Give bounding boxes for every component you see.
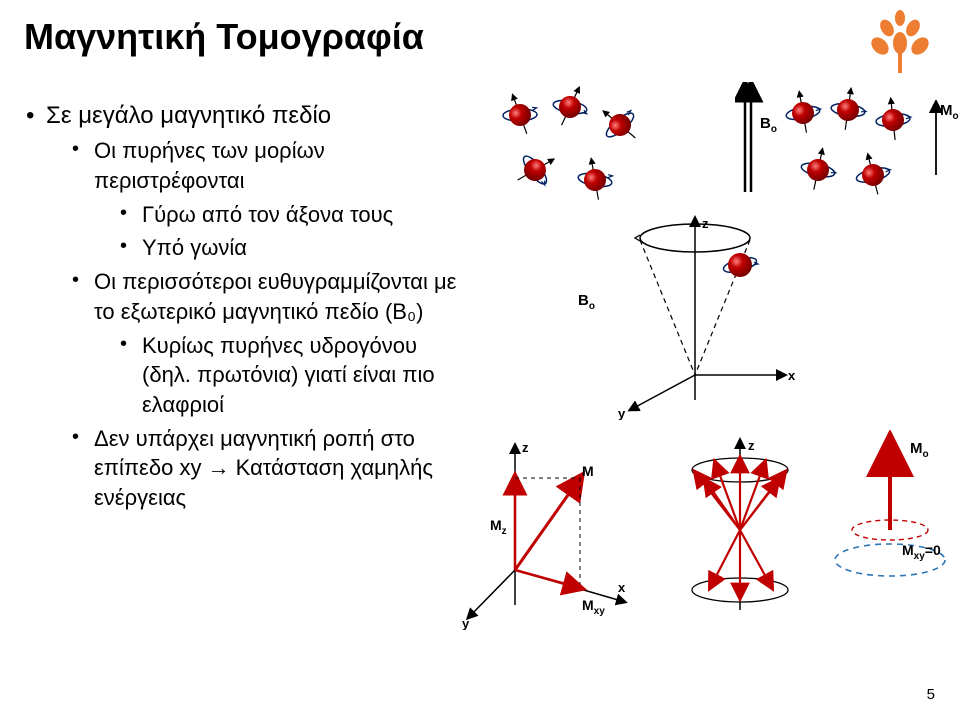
bullet-lvl3: Γύρω από τον άξονα τους bbox=[120, 200, 470, 230]
bullet-lvl3: Υπό γωνία bbox=[120, 233, 470, 263]
content-text: Σε μεγάλο μαγνητικό πεδίο Οι πυρήνες των… bbox=[0, 100, 470, 521]
label-text: M bbox=[910, 440, 923, 457]
diagram-random-spins bbox=[490, 85, 655, 215]
diagram-Bo-arrow bbox=[735, 82, 775, 202]
bullet-lvl2: Δεν υπάρχει μαγνητική ροπή στο επίπεδο x… bbox=[72, 424, 470, 513]
page-title: Μαγνητική Τομογραφία bbox=[24, 16, 424, 58]
svg-text:M: M bbox=[582, 463, 594, 479]
label-sub: o bbox=[771, 124, 777, 135]
svg-text:z: z bbox=[748, 438, 755, 453]
label-sub: xy bbox=[914, 551, 925, 562]
svg-text:z: z bbox=[522, 440, 529, 455]
bullet-text: Δεν υπάρχει μαγνητική ροπή στο επίπεδο x… bbox=[94, 426, 433, 510]
slide: Μαγνητική Τομογραφία Σε μεγάλο μαγνητικό… bbox=[0, 0, 959, 713]
label-text: =0 bbox=[925, 542, 941, 558]
bullet-text: Οι πυρήνες των μορίων περιστρέφονται bbox=[94, 138, 325, 193]
svg-text:y: y bbox=[618, 406, 626, 420]
label-Mo-top: Mo bbox=[940, 102, 959, 122]
bullet-lvl2: Οι πυρήνες των μορίων περιστρέφονται Γύρ… bbox=[72, 136, 470, 263]
label-sub: o bbox=[923, 449, 929, 460]
label-sub: o bbox=[953, 111, 959, 122]
label-text: M bbox=[902, 542, 914, 558]
diagram-precession: z x y bbox=[590, 210, 800, 425]
label-Bo: Bo bbox=[760, 115, 777, 135]
label-text: M bbox=[940, 102, 953, 119]
label-text: B bbox=[578, 292, 589, 309]
logo bbox=[865, 8, 935, 83]
svg-text:x: x bbox=[788, 368, 796, 383]
label-Bo-precession: Bo bbox=[578, 292, 595, 312]
bullet-text: Γύρω από τον άξονα τους bbox=[142, 202, 393, 227]
bullet-lvl2: Οι περισσότεροι ευθυγραμμίζονται με το ε… bbox=[72, 267, 470, 419]
bullet-text: Κυρίως πυρήνες υδρογόνου (δηλ. πρωτόνια)… bbox=[142, 333, 435, 417]
svg-text:Mz: Mz bbox=[490, 517, 507, 537]
slide-number: 5 bbox=[927, 686, 935, 703]
bullet-text: Οι περισσότεροι ευθυγραμμίζονται με το ε… bbox=[94, 269, 456, 324]
bullet-text: Σε μεγάλο μαγνητικό πεδίο bbox=[46, 102, 331, 129]
diagram-net-magnetisation: z bbox=[660, 430, 820, 635]
label-Mo-bottom: Mo bbox=[910, 440, 929, 460]
leaf-logo-icon bbox=[865, 8, 935, 78]
svg-text:Mxy: Mxy bbox=[582, 597, 605, 617]
svg-text:x: x bbox=[618, 580, 626, 595]
label-Mxy-zero: Mxy=0 bbox=[902, 542, 941, 562]
diagram-aligned-spins bbox=[778, 85, 928, 215]
diagram-m-decomposition: z y x M Mz Mxy bbox=[460, 430, 660, 635]
label-text: B bbox=[760, 115, 771, 132]
bullet-lvl3: Κυρίως πυρήνες υδρογόνου (δηλ. πρωτόνια)… bbox=[120, 331, 470, 420]
diagram-mxy-zero bbox=[825, 430, 955, 635]
label-sub: o bbox=[589, 301, 595, 312]
bullet-text: Υπό γωνία bbox=[142, 235, 247, 260]
svg-text:z: z bbox=[702, 216, 709, 231]
svg-text:y: y bbox=[462, 616, 470, 630]
bullet-lvl1: Σε μεγάλο μαγνητικό πεδίο Οι πυρήνες των… bbox=[26, 100, 470, 513]
